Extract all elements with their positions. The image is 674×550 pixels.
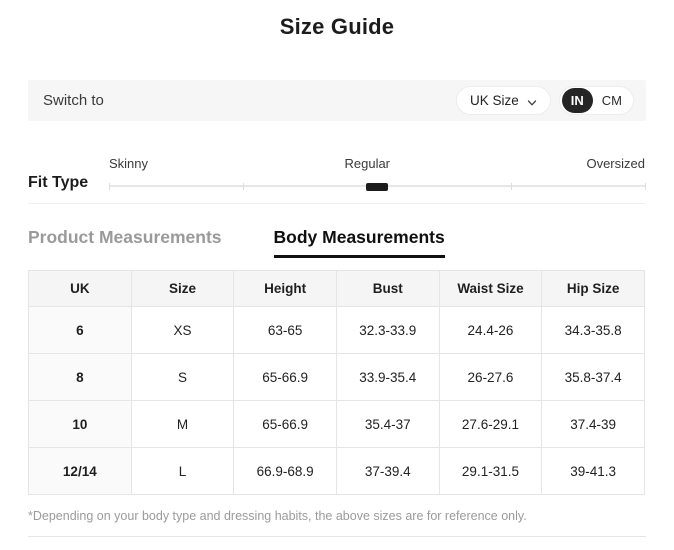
cell-height: 65-66.9 (233, 353, 337, 401)
fit-option-regular[interactable]: Regular (344, 156, 391, 171)
measurement-tabs: Product Measurements Body Measurements (28, 227, 445, 258)
cell-hip: 37.4-39 (541, 400, 645, 448)
cell-size: XS (130, 306, 235, 354)
cell-size: L (130, 447, 235, 495)
slider-tick (109, 183, 110, 190)
tab-body-measurements[interactable]: Body Measurements (273, 227, 445, 258)
unit-option-in[interactable]: IN (561, 88, 593, 113)
fit-slider-handle[interactable] (366, 183, 388, 191)
table-row: 8 S 65-66.9 33.9-35.4 26-27.6 35.8-37.4 (28, 353, 645, 401)
slider-tick (243, 183, 244, 190)
switch-to-label: Switch to (43, 92, 104, 109)
fit-type-options: Skinny Regular Oversized (109, 156, 645, 171)
page-title: Size Guide (279, 14, 395, 39)
cell-uk: 12/14 (28, 447, 132, 495)
cell-bust: 35.4-37 (335, 400, 440, 448)
col-header-uk: UK (28, 270, 132, 307)
slider-tick (511, 183, 512, 190)
cell-size: S (130, 353, 235, 401)
reference-footnote: *Depending on your body type and dressin… (28, 509, 527, 523)
col-header-height: Height (233, 270, 337, 307)
cell-height: 65-66.9 (233, 400, 337, 448)
switch-controls: UK Size IN CM (456, 86, 634, 115)
cell-bust: 37-39.4 (335, 447, 440, 495)
size-system-dropdown[interactable]: UK Size (456, 86, 551, 115)
cell-waist: 24.4-26 (438, 306, 543, 354)
col-header-waist: Waist Size (438, 270, 543, 307)
cell-hip: 34.3-35.8 (541, 306, 645, 354)
cell-waist: 26-27.6 (438, 353, 543, 401)
cell-bust: 32.3-33.9 (335, 306, 440, 354)
cell-uk: 6 (28, 306, 132, 354)
cell-waist: 29.1-31.5 (438, 447, 543, 495)
slider-tick (645, 183, 646, 190)
col-header-hip: Hip Size (541, 270, 645, 307)
size-table: UK Size Height Bust Waist Size Hip Size … (28, 270, 645, 495)
fit-option-skinny[interactable]: Skinny (109, 156, 149, 171)
switch-to-bar: Switch to UK Size IN CM (28, 80, 646, 121)
col-header-bust: Bust (335, 270, 440, 307)
table-header-row: UK Size Height Bust Waist Size Hip Size (28, 270, 645, 307)
table-row: 6 XS 63-65 32.3-33.9 24.4-26 34.3-35.8 (28, 306, 645, 354)
cell-height: 66.9-68.9 (233, 447, 337, 495)
cell-size: M (130, 400, 235, 448)
table-row: 12/14 L 66.9-68.9 37-39.4 29.1-31.5 39-4… (28, 447, 645, 495)
unit-option-cm[interactable]: CM (601, 93, 622, 108)
fit-option-oversized[interactable]: Oversized (586, 156, 645, 171)
cell-uk: 8 (28, 353, 132, 401)
cell-hip: 39-41.3 (541, 447, 645, 495)
fit-type-label: Fit Type (28, 174, 89, 191)
unit-toggle: IN CM (558, 86, 634, 115)
cell-uk: 10 (28, 400, 132, 448)
cell-hip: 35.8-37.4 (541, 353, 645, 401)
size-system-value: UK Size (470, 93, 519, 108)
fit-type-slider[interactable]: Skinny Regular Oversized (109, 156, 646, 193)
col-header-size: Size (130, 270, 235, 307)
tab-product-measurements[interactable]: Product Measurements (28, 227, 222, 247)
cell-height: 63-65 (233, 306, 337, 354)
chevron-down-icon (527, 96, 537, 106)
bottom-divider (28, 536, 646, 537)
fit-slider-track[interactable] (109, 183, 646, 193)
cell-bust: 33.9-35.4 (335, 353, 440, 401)
section-divider (28, 203, 646, 204)
fit-type-section: Fit Type Skinny Regular Oversized (28, 150, 646, 194)
cell-waist: 27.6-29.1 (438, 400, 543, 448)
table-row: 10 M 65-66.9 35.4-37 27.6-29.1 37.4-39 (28, 400, 645, 448)
